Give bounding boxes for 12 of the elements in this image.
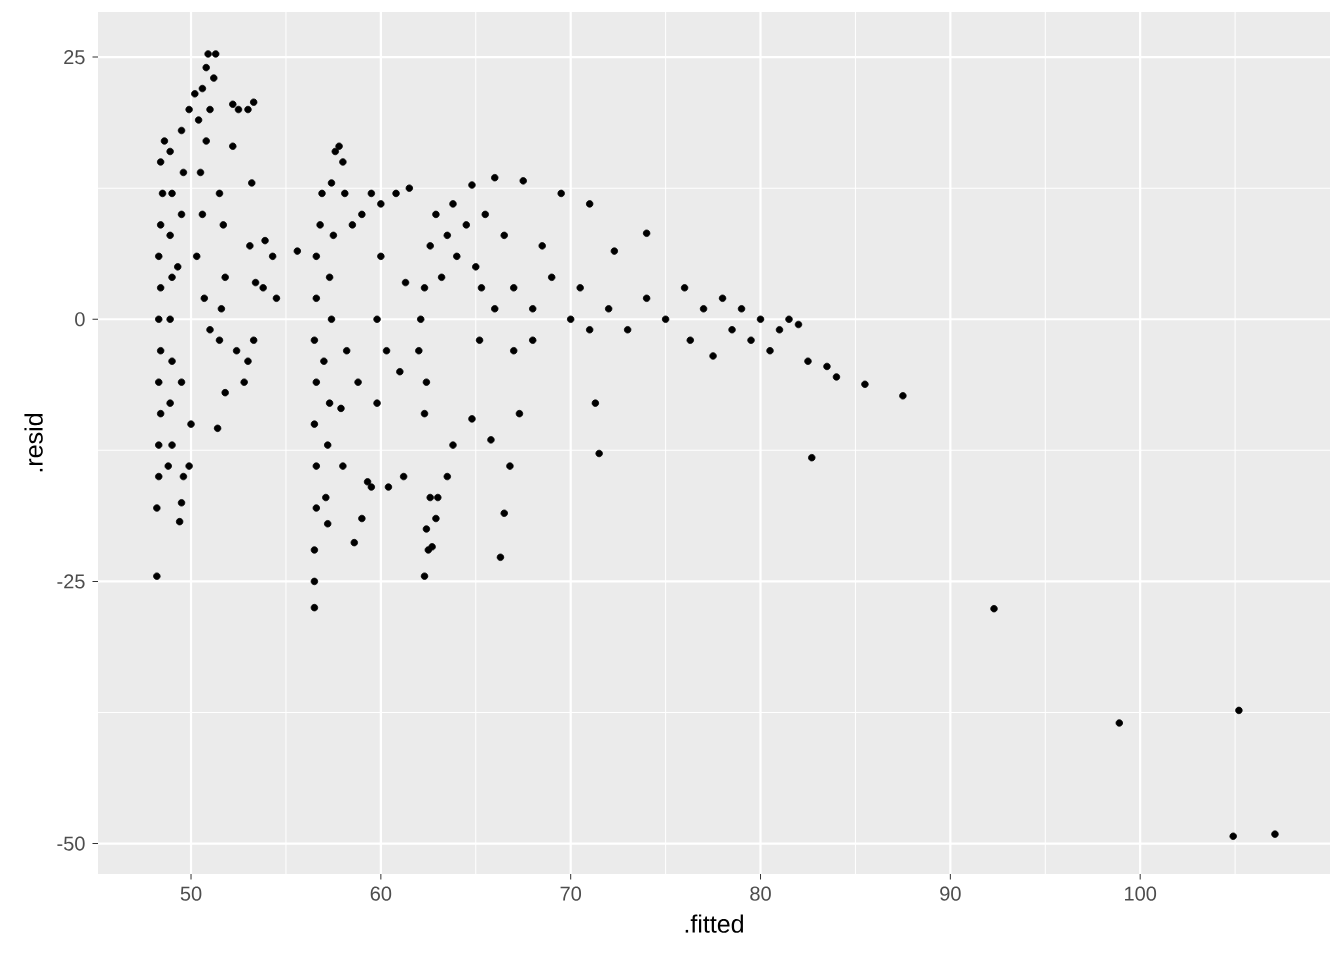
y-tick-label: 25 [64,50,85,65]
x-tick-label: 100 [1125,886,1157,901]
y-tick-label: -50 [57,836,85,851]
x-tick-label: 60 [370,886,392,901]
x-tick-label: 80 [750,886,771,901]
x-tick-label: 70 [560,886,582,901]
x-tick-label: 50 [180,886,202,901]
y-tick-label: 0 [75,312,85,327]
x-axis-title: .fitted [685,914,743,933]
y-axis-title: .resid [24,414,43,472]
y-tick-label: -25 [57,574,85,589]
x-tick-label: 90 [940,886,961,901]
